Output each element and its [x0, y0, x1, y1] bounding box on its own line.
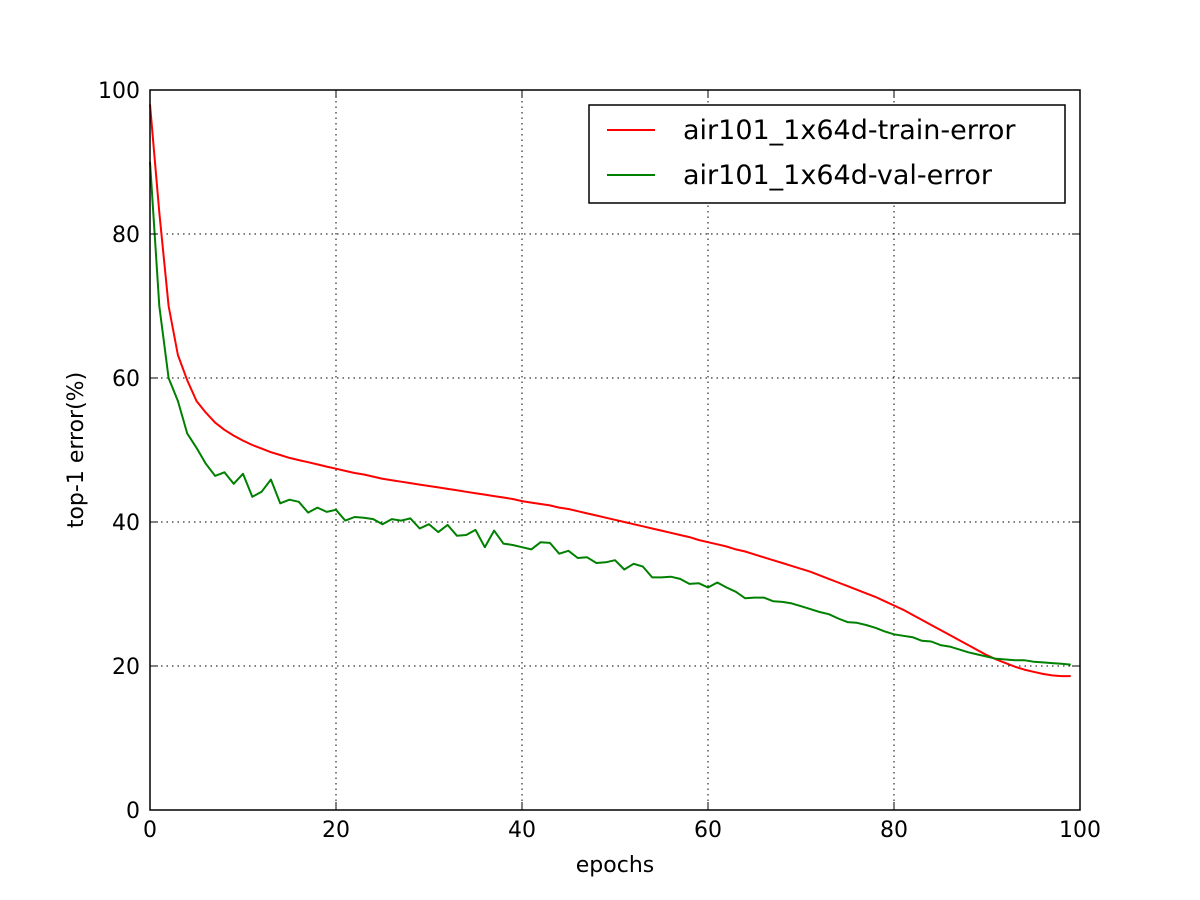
grid-lines — [150, 90, 1080, 810]
y-tick-label: 20 — [112, 655, 140, 680]
series-lines — [149, 104, 1071, 678]
x-axis-label: epochs — [576, 853, 654, 878]
y-tick-label: 40 — [112, 511, 140, 536]
legend-label-train: air101_1x64d-train-error — [683, 115, 1016, 146]
y-axis-label: top-1 error(%) — [64, 372, 89, 528]
legend: air101_1x64d-train-error air101_1x64d-va… — [588, 104, 1066, 204]
x-tick-label: 20 — [322, 818, 350, 843]
x-tick-label: 40 — [508, 818, 536, 843]
legend-label-val: air101_1x64d-val-error — [683, 160, 993, 191]
x-tick-label: 80 — [880, 818, 908, 843]
x-tick-label: 0 — [143, 818, 157, 843]
y-tick-label: 0 — [126, 799, 140, 824]
x-tick-label: 100 — [1059, 818, 1101, 843]
x-tick-label: 60 — [694, 818, 722, 843]
y-tick-label: 80 — [112, 223, 140, 248]
y-tick-label: 60 — [112, 367, 140, 392]
axis-ticks: 0 20 40 60 80 100 0 20 40 60 80 100 — [98, 79, 1101, 843]
series-line-val — [149, 161, 1071, 666]
plot-frame — [149, 89, 1081, 811]
y-tick-label: 100 — [98, 79, 140, 104]
series-line-train — [149, 104, 1071, 678]
legend-box — [588, 104, 1066, 204]
